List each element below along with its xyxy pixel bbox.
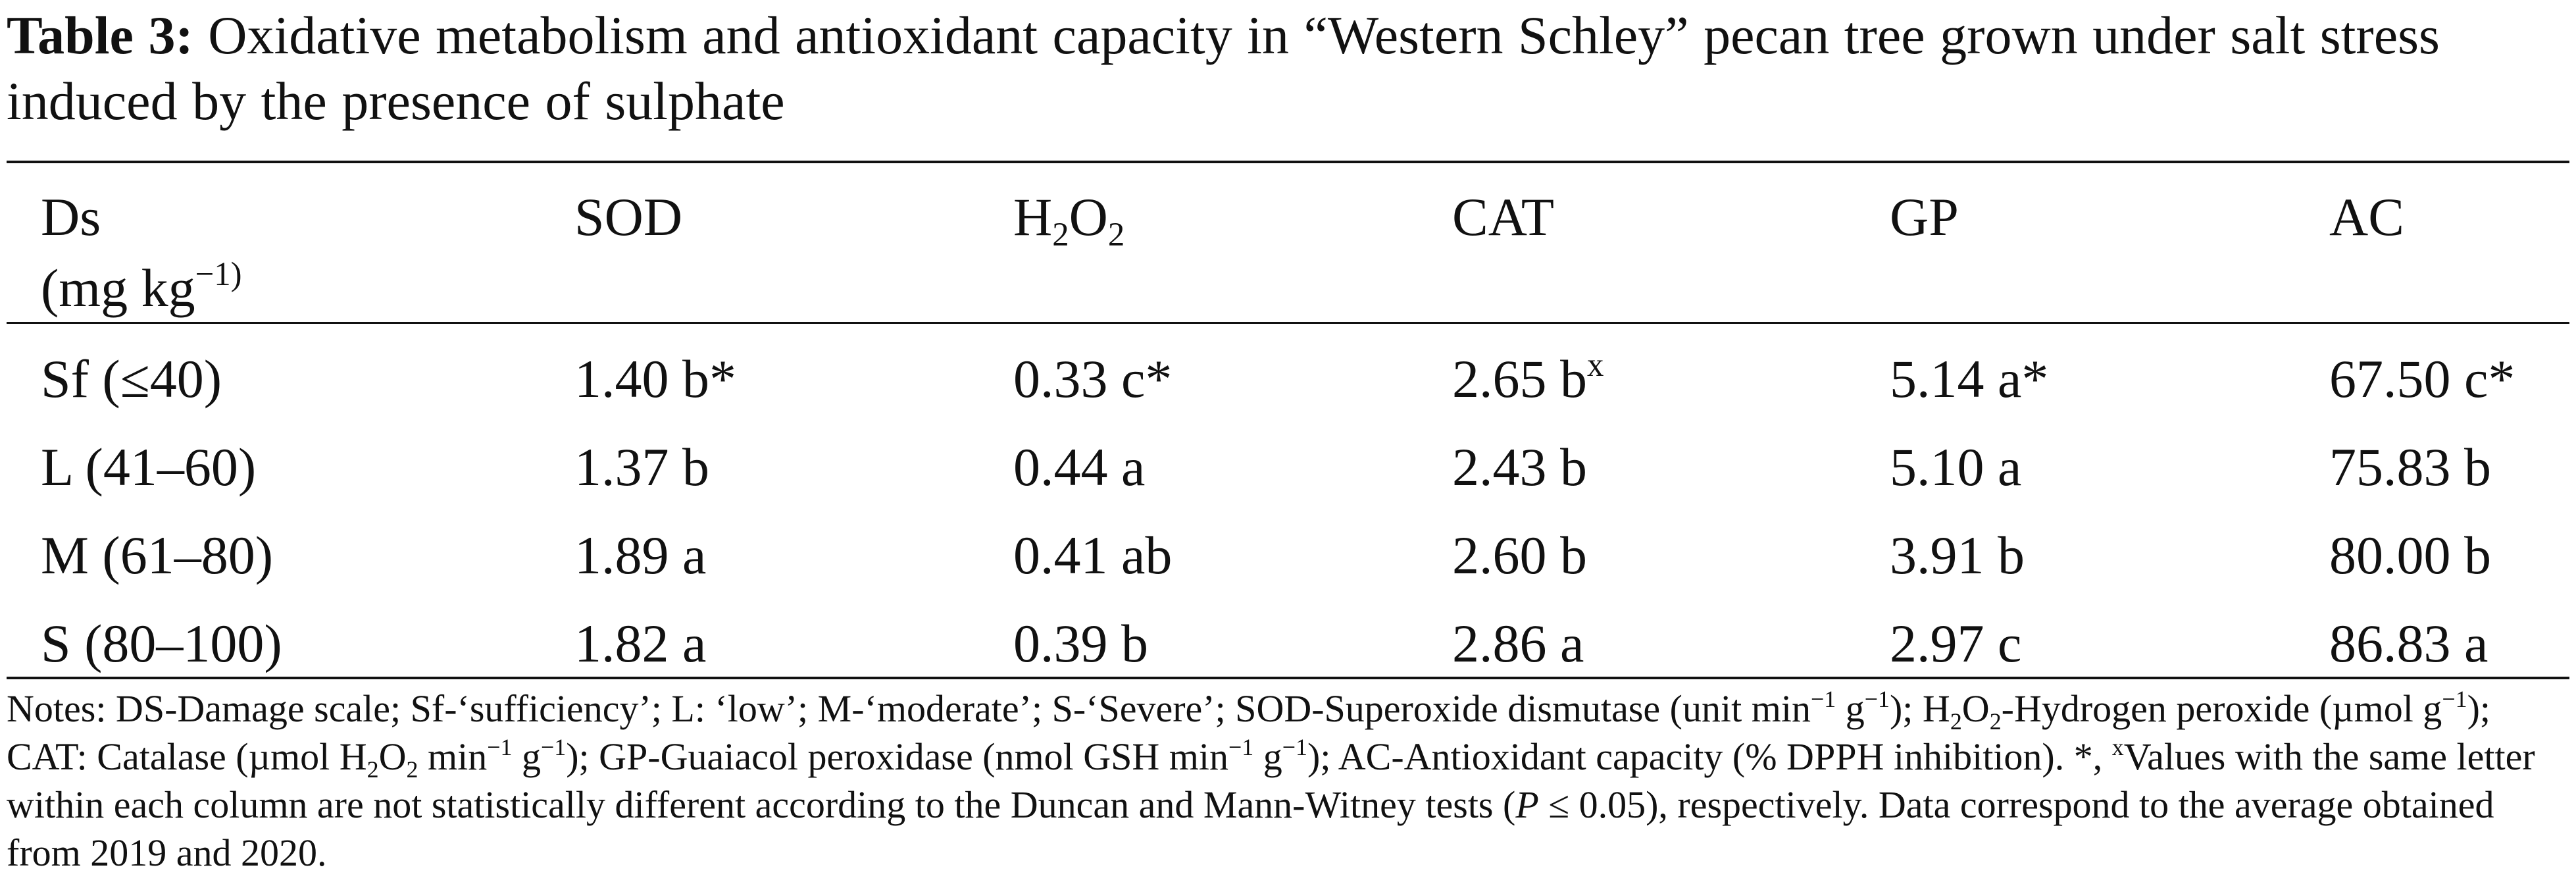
notes-part: g [1253, 735, 1282, 778]
cell-value: 0.39 b [1013, 613, 1148, 673]
header-ds-unit-text: (mg kg [41, 258, 195, 318]
table-caption: Table 3: Oxidative metabolism and antiox… [7, 0, 2569, 134]
cell-value: S (80–100) [41, 613, 282, 673]
cell-value: 0.33 c* [1013, 349, 1173, 409]
notes-text: Notes: DS-Damage scale; Sf-‘sufficiency’… [7, 685, 2569, 877]
table-notes: Notes: DS-Damage scale; Sf-‘sufficiency’… [7, 685, 2569, 877]
table-cell-ac: 80.00 b [2329, 523, 2491, 588]
table-cell-cat: 2.43 b [1452, 434, 1587, 500]
notes-part: ); AC-Antioxidant capacity (% DPPH inhib… [1307, 735, 2112, 778]
notes-part: O [1961, 687, 1990, 730]
top-rule [7, 161, 2569, 163]
header-ds-unit-sup: −1) [195, 255, 242, 293]
table-cell-ds: Sf (≤40) [41, 346, 222, 412]
caption-text: Oxidative metabolism and antioxidant cap… [7, 5, 2440, 131]
table-cell-gp: 2.97 c [1890, 611, 2021, 677]
notes-part: ); GP-Guaiacol peroxidase (nmol GSH min [566, 735, 1228, 778]
cell-value: 80.00 b [2329, 525, 2491, 585]
cell-value: 0.41 ab [1013, 525, 1173, 585]
table-cell-sod: 1.82 a [574, 611, 706, 677]
notes-sup: x [2111, 733, 2124, 760]
notes-part: ); H [1889, 687, 1950, 730]
cell-superscript: x [1587, 346, 1604, 384]
table-cell-gp: 3.91 b [1890, 523, 2025, 588]
notes-sub: 2 [406, 756, 418, 783]
cell-value: 3.91 b [1890, 525, 2025, 585]
cell-value: 1.37 b [574, 437, 709, 497]
table-cell-cat: 2.65 bx [1452, 346, 1604, 412]
header-ac: AC [2329, 187, 2404, 247]
caption-label: Table 3: [7, 5, 193, 65]
cell-value: 2.97 c [1890, 613, 2022, 673]
notes-sup: −1 [1282, 733, 1308, 760]
cell-value: 2.43 b [1452, 437, 1587, 497]
cell-value: 1.40 b* [574, 349, 736, 409]
notes-sup: −1 [1810, 685, 1836, 712]
cell-value: 1.82 a [574, 613, 707, 673]
table-page: Table 3: Oxidative metabolism and antiox… [7, 0, 2569, 874]
notes-sup: −1 [487, 733, 513, 760]
cell-value: 5.14 a* [1890, 349, 2049, 409]
table-cell-ds: M (61–80) [41, 523, 273, 588]
table-cell-ac: 67.50 c* [2329, 346, 2515, 412]
notes-sub: 2 [1989, 708, 2002, 735]
notes-part: -Hydrogen peroxide (µmol g [2001, 687, 2442, 730]
notes-part: ); CAT: Catalase (µmol H [7, 687, 2491, 778]
notes-part: g [1836, 687, 1865, 730]
cell-value: 67.50 c* [2329, 349, 2515, 409]
notes-sup: −1 [540, 733, 567, 760]
table-cell-sod: 1.89 a [574, 523, 706, 588]
header-h2o2-o: O [1069, 187, 1108, 247]
notes-sup: −1 [1228, 733, 1254, 760]
bottom-rule [7, 677, 2569, 679]
header-h2o2-sub1: 2 [1052, 216, 1069, 253]
cell-value: 2.65 b [1452, 349, 1587, 409]
notes-part: g [512, 735, 541, 778]
table-cell-ds: L (41–60) [41, 434, 256, 500]
cell-value: 1.89 a [574, 525, 707, 585]
header-gp: GP [1890, 187, 1959, 247]
table-cell-cat: 2.60 b [1452, 523, 1587, 588]
table-cell-ds: S (80–100) [41, 611, 282, 677]
header-ds-unit: (mg kg−1) [41, 255, 242, 321]
header-h2o2: H2O2 [1013, 184, 1125, 253]
cell-value: 2.60 b [1452, 525, 1587, 585]
notes-part: O [378, 735, 407, 778]
table-cell-gp: 5.10 a [1890, 434, 2021, 500]
notes-sub: 2 [366, 756, 379, 783]
header-sod: SOD [574, 187, 683, 247]
cell-value: 86.83 a [2329, 613, 2488, 673]
table-cell-ac: 75.83 b [2329, 434, 2491, 500]
cell-value: 5.10 a [1890, 437, 2022, 497]
header-ds: Ds [41, 187, 101, 247]
table-cell-h2o2: 0.44 a [1013, 434, 1145, 500]
table-cell-gp: 5.14 a* [1890, 346, 2048, 412]
cell-value: Sf (≤40) [41, 349, 222, 409]
notes-sub: 2 [1950, 708, 1962, 735]
cell-value: 0.44 a [1013, 437, 1146, 497]
table-cell-sod: 1.37 b [574, 434, 709, 500]
header-rule [7, 322, 2569, 324]
notes-sup: −1 [1864, 685, 1890, 712]
notes-part: ≤ 0.05), respectively. Data correspond t… [7, 783, 2494, 874]
cell-value: M (61–80) [41, 525, 274, 585]
cell-value: L (41–60) [41, 437, 257, 497]
notes-part: Notes: DS-Damage scale; Sf-‘sufficiency’… [7, 687, 1811, 730]
notes-italic-p: P [1515, 783, 1539, 826]
notes-part: min [418, 735, 488, 778]
header-h2o2-sub2: 2 [1107, 216, 1125, 253]
cell-value: 75.83 b [2329, 437, 2491, 497]
table-cell-h2o2: 0.33 c* [1013, 346, 1172, 412]
table-cell-ac: 86.83 a [2329, 611, 2488, 677]
header-cat: CAT [1452, 187, 1554, 247]
notes-sup: −1 [2442, 685, 2467, 712]
table-cell-h2o2: 0.41 ab [1013, 523, 1172, 588]
header-h2o2-h: H [1013, 187, 1053, 247]
table-cell-h2o2: 0.39 b [1013, 611, 1148, 677]
table-cell-cat: 2.86 a [1452, 611, 1584, 677]
notes-part: Values with the same letter within each … [7, 735, 2535, 826]
table-cell-sod: 1.40 b* [574, 346, 736, 412]
cell-value: 2.86 a [1452, 613, 1584, 673]
